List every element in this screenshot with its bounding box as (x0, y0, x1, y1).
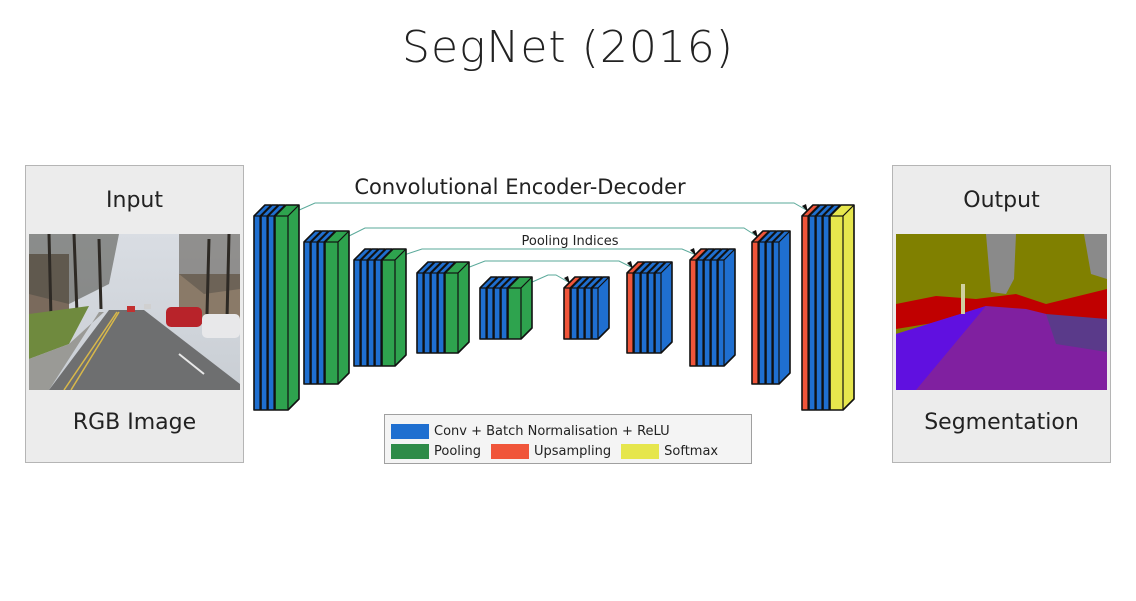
conv-layer (591, 276, 610, 340)
pooling-index-arrow (296, 202, 809, 212)
network-label: Convolutional Encoder-Decoder (354, 175, 686, 199)
output-panel: Output Segmentation (892, 165, 1111, 463)
decoder-stage-5 (563, 276, 610, 340)
arrow-head-icon (690, 248, 696, 256)
pooling-indices-label: Pooling Indices (522, 234, 619, 249)
encoder-stage-2 (303, 230, 350, 385)
decoder-stage-3 (689, 248, 736, 367)
arrow-head-icon (752, 230, 758, 238)
decoder-stage-4 (626, 261, 673, 354)
pooling-layer (381, 248, 407, 367)
segmentation-map-image (896, 234, 1107, 390)
output-heading: Output (963, 188, 1040, 213)
encoder-stage-3 (353, 248, 407, 367)
legend: Conv + Batch Normalisation + ReLU Poolin… (384, 414, 752, 464)
output-caption: Segmentation (924, 410, 1079, 435)
pooling-layer (507, 276, 533, 340)
decoder-stage-2 (751, 230, 791, 385)
legend-row-1: Conv + Batch Normalisation + ReLU (391, 422, 680, 440)
pooling-index-arrow (346, 227, 759, 238)
legend-label-pooling: Pooling (434, 443, 481, 459)
softmax-layer (829, 204, 855, 411)
legend-swatch-conv (391, 423, 429, 439)
legend-swatch-pooling (391, 443, 429, 459)
pooling-index-arrows (296, 202, 809, 284)
conv-layer (772, 230, 791, 385)
pooling-layer (444, 261, 470, 354)
legend-label-conv: Conv + Batch Normalisation + ReLU (434, 423, 670, 439)
legend-label-softmax: Softmax (664, 443, 719, 459)
pooling-index-arrow (529, 274, 571, 284)
legend-swatch-upsampling (491, 443, 529, 459)
layer-blocks (253, 204, 855, 411)
encoder-decoder-diagram: Convolutional Encoder-Decoder Pooling In… (253, 175, 855, 411)
pooling-layer (274, 204, 300, 411)
legend-swatch-softmax (621, 443, 660, 459)
encoder-stage-1 (253, 204, 300, 411)
rgb-street-image (29, 234, 240, 390)
input-caption: RGB Image (72, 410, 197, 435)
encoder-stage-5 (479, 276, 533, 340)
arrow-head-icon (564, 276, 570, 284)
pooling-layer (324, 230, 350, 385)
pooling-index-arrow (466, 260, 634, 269)
slide-title: SegNet (2016) (402, 22, 734, 73)
legend-label-upsampling: Upsampling (534, 443, 612, 459)
encoder-stage-4 (416, 261, 470, 354)
input-heading: Input (106, 188, 163, 213)
legend-row-2: Pooling Upsampling Softmax (391, 442, 728, 460)
arrow-head-icon (802, 204, 808, 212)
decoder-stage-1 (801, 204, 855, 411)
conv-layer (717, 248, 736, 367)
conv-layer (654, 261, 673, 354)
pooling-index-arrow (403, 248, 697, 256)
arrow-head-icon (627, 261, 633, 269)
input-panel: Input RGB Image (25, 165, 244, 463)
